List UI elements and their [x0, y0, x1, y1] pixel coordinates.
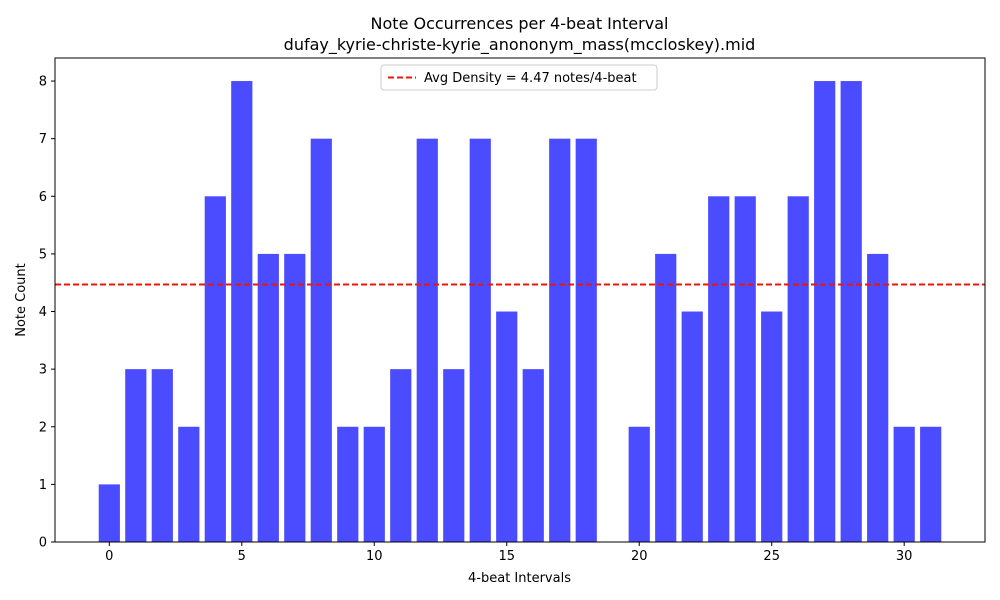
bar [787, 196, 809, 543]
bar [178, 426, 200, 542]
chart-title: Note Occurrences per 4-beat Interval [371, 14, 669, 33]
bar [655, 253, 677, 542]
bar [310, 138, 332, 542]
bar [840, 81, 862, 543]
bars-group [98, 81, 942, 543]
bar [151, 369, 173, 542]
bar [469, 138, 491, 542]
x-tick-label: 20 [631, 549, 648, 564]
bar [416, 138, 438, 542]
bar [867, 253, 889, 542]
bar [761, 311, 783, 542]
x-tick-label: 25 [763, 549, 780, 564]
y-tick-label: 1 [39, 478, 47, 493]
bar [734, 196, 756, 543]
bar [708, 196, 730, 543]
y-axis-ticks: 0 1 2 3 4 5 6 7 8 [39, 75, 55, 551]
bar [231, 81, 253, 543]
bar [628, 426, 650, 542]
x-tick-label: 15 [498, 549, 515, 564]
legend: Avg Density = 4.47 notes/4-beat [380, 64, 658, 91]
y-tick-label: 8 [39, 75, 47, 90]
bar [204, 196, 226, 543]
bar [284, 253, 306, 542]
bar [98, 484, 120, 542]
bar [257, 253, 279, 542]
bar [549, 138, 571, 542]
x-tick-label: 30 [896, 549, 913, 564]
bar [575, 138, 597, 542]
bar [496, 311, 518, 542]
bar [390, 369, 412, 542]
x-tick-label: 0 [105, 549, 113, 564]
bar [681, 311, 703, 542]
y-tick-label: 5 [39, 247, 47, 262]
x-tick-label: 5 [238, 549, 246, 564]
bar [125, 369, 147, 542]
bar [920, 426, 942, 542]
x-axis-label: 4-beat Intervals [468, 571, 571, 586]
legend-avg-label: Avg Density = 4.47 notes/4-beat [424, 71, 637, 86]
x-axis-ticks: 0 5 10 15 20 25 30 [105, 542, 912, 564]
y-tick-label: 0 [39, 536, 47, 551]
bar [814, 81, 836, 543]
x-tick-label: 10 [366, 549, 383, 564]
bar [443, 369, 465, 542]
y-tick-label: 7 [39, 132, 47, 147]
y-axis-label: Note Count [14, 263, 29, 337]
bar [363, 426, 385, 542]
legend-box [380, 64, 658, 91]
plot-frame [54, 57, 986, 543]
bar [522, 369, 544, 542]
y-tick-label: 2 [39, 420, 47, 435]
chart-subtitle: dufay_kyrie-christe-kyrie_anononym_mass(… [284, 35, 756, 55]
y-tick-label: 3 [39, 363, 47, 378]
y-tick-label: 6 [39, 190, 47, 205]
y-tick-label: 4 [39, 305, 47, 320]
bar [893, 426, 915, 542]
bar [337, 426, 359, 542]
